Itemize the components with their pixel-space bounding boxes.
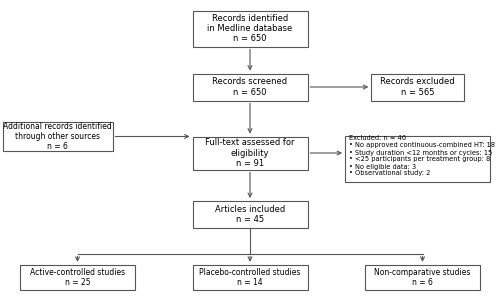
Text: Full-text assessed for
eligibility
n = 91: Full-text assessed for eligibility n = 9…: [206, 138, 295, 168]
Text: Records excluded
n = 565: Records excluded n = 565: [380, 77, 455, 97]
FancyBboxPatch shape: [20, 265, 135, 290]
Text: Active-controlled studies
n = 25: Active-controlled studies n = 25: [30, 268, 125, 287]
Text: Non-comparative studies
n = 6: Non-comparative studies n = 6: [374, 268, 470, 287]
Text: Records identified
in Medline database
n = 650: Records identified in Medline database n…: [208, 14, 292, 44]
Text: Additional records identified
through other sources
n = 6: Additional records identified through ot…: [3, 122, 112, 152]
Text: Placebo-controlled studies
n = 14: Placebo-controlled studies n = 14: [200, 268, 300, 287]
FancyBboxPatch shape: [2, 122, 112, 151]
FancyBboxPatch shape: [192, 201, 308, 228]
FancyBboxPatch shape: [192, 265, 308, 290]
FancyBboxPatch shape: [192, 11, 308, 46]
Text: Records screened
n = 650: Records screened n = 650: [212, 77, 288, 97]
FancyBboxPatch shape: [345, 136, 490, 182]
FancyBboxPatch shape: [192, 74, 308, 100]
FancyBboxPatch shape: [365, 265, 480, 290]
Text: Articles included
n = 45: Articles included n = 45: [215, 205, 285, 224]
Text: Excluded: n = 46
• No approved continuous-combined HT: 18
• Study duration <12 m: Excluded: n = 46 • No approved continuou…: [349, 136, 495, 176]
FancyBboxPatch shape: [192, 136, 308, 169]
FancyBboxPatch shape: [371, 74, 464, 100]
